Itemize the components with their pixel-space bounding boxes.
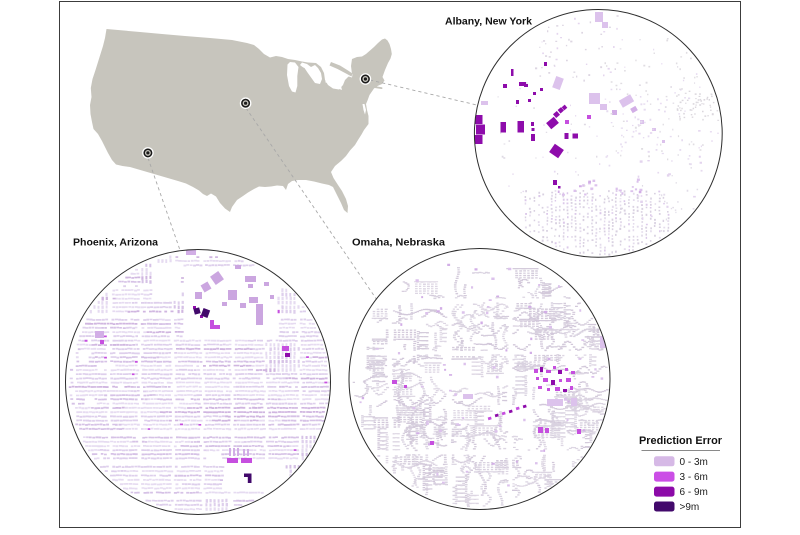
svg-text:3 - 6m: 3 - 6m (680, 472, 708, 483)
svg-text:Albany, New York: Albany, New York (445, 16, 532, 27)
svg-text:Omaha, Nebraska: Omaha, Nebraska (352, 238, 445, 249)
svg-text:Prediction Error: Prediction Error (639, 435, 723, 447)
svg-text:>9m: >9m (680, 502, 700, 513)
svg-text:0 - 3m: 0 - 3m (680, 457, 708, 468)
svg-text:6 - 9m: 6 - 9m (680, 487, 708, 498)
svg-text:Phoenix, Arizona: Phoenix, Arizona (73, 238, 158, 249)
